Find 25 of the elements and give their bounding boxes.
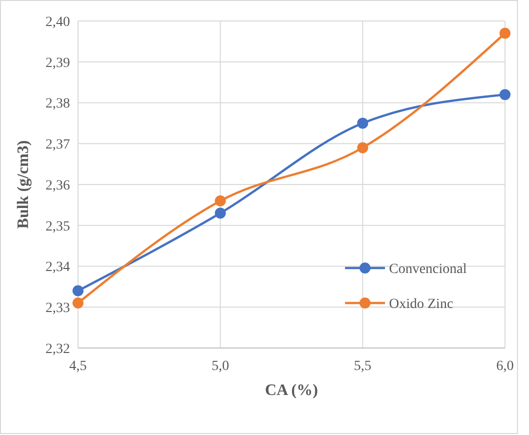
legend-label: Oxido Zinc: [389, 296, 454, 312]
x-tick-label: 6,0: [496, 359, 514, 374]
x-tick-label: 5,0: [212, 359, 230, 374]
y-tick-label: 2,32: [46, 342, 70, 357]
point: [72, 298, 84, 309]
y-tick-label: 2,38: [46, 96, 70, 112]
y-tick-label: 2,36: [46, 178, 70, 194]
y-tick-label: 2,40: [46, 14, 70, 30]
y-tick-label: 2,39: [46, 56, 70, 71]
point: [214, 195, 226, 206]
point: [214, 208, 226, 219]
point: [357, 118, 368, 129]
legend-label: Convencional: [389, 262, 467, 277]
point: [357, 142, 368, 154]
point: [500, 28, 510, 39]
x-axis-title: CA (%): [265, 382, 318, 399]
y-tick-label: 2,35: [46, 219, 70, 234]
point: [72, 285, 84, 296]
y-axis-title: Bulk (g/cm3): [15, 140, 32, 229]
x-tick-label: 4,5: [69, 359, 87, 374]
y-tick-label: 2,33: [46, 301, 70, 316]
y-tick-label: 2,34: [46, 260, 70, 276]
x-tick-label: 5,5: [354, 359, 372, 374]
y-tick-label: 2,37: [46, 138, 70, 153]
point: [500, 89, 510, 100]
